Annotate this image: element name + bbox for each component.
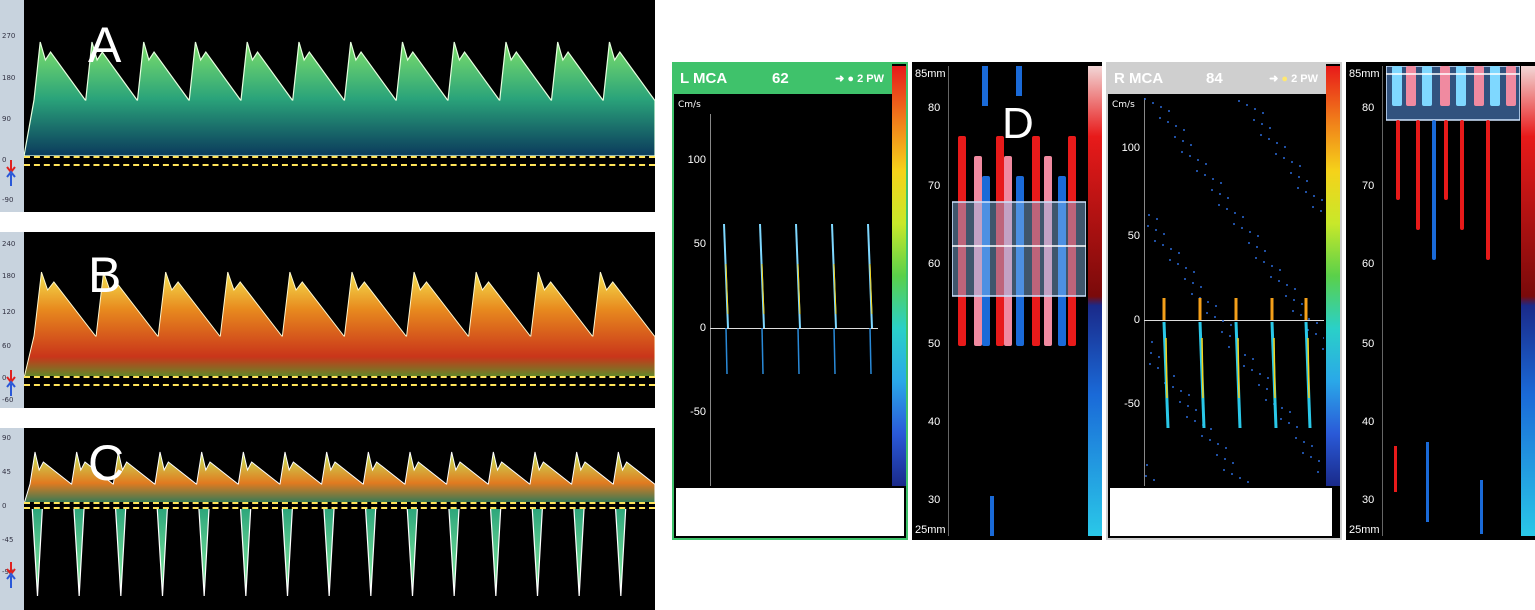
depth-axis — [948, 66, 949, 536]
tick: 0 — [1133, 314, 1140, 326]
tick: -90 — [2, 196, 14, 204]
depth-bottom: 25mm — [915, 524, 946, 536]
vessel-name: R MCA — [1114, 70, 1164, 87]
tick: 100 — [687, 154, 706, 166]
depth-value: 84 — [1206, 70, 1223, 87]
baseline — [24, 502, 655, 509]
tick: 80 — [1362, 102, 1375, 114]
depth-top: 85mm — [915, 68, 946, 80]
velocity-unit: Cm/s — [1112, 100, 1135, 110]
spectral-panel-a: 270 180 90 0 -90 A — [0, 0, 655, 212]
direction-arrow-icon — [6, 370, 16, 396]
tick: 0 — [2, 502, 7, 510]
velocity-colorbar — [892, 66, 906, 486]
tick: -90 — [2, 568, 14, 576]
tick: 270 — [2, 32, 16, 40]
mode-text: 2 PW — [1291, 73, 1318, 85]
spectral-panel-b: 240 180 120 60 0 -60 B — [0, 232, 655, 408]
tick: -45 — [2, 536, 14, 544]
panel-label-d: D — [1002, 99, 1034, 148]
tick: 60 — [1362, 258, 1375, 270]
spectral-waveform-b — [24, 271, 655, 379]
tick: -50 — [690, 406, 706, 418]
direction-arrow-icon — [6, 160, 16, 186]
r-mca-header: R MCA 84 ➜ ● 2 PW — [1108, 64, 1326, 94]
direction-arrow-icon — [6, 562, 16, 588]
tick: 50 — [928, 338, 941, 350]
tick: 240 — [2, 240, 16, 248]
flow-colorbar — [1088, 66, 1102, 536]
velocity-colorbar — [1326, 66, 1340, 486]
tick: 100 — [1121, 142, 1140, 154]
baseline — [710, 328, 878, 329]
tick: 45 — [2, 468, 11, 476]
velocity-unit: Cm/s — [678, 100, 701, 110]
depth-bottom: 25mm — [1349, 524, 1380, 536]
velocity-axis-a: 270 180 90 0 -90 — [0, 0, 24, 212]
notes-area — [676, 488, 904, 536]
tick: 60 — [2, 342, 11, 350]
tick: 180 — [2, 74, 16, 82]
tick: 50 — [1362, 338, 1375, 350]
r-mmode-panel: 85mm 80 70 60 50 40 30 25mm — [1346, 62, 1535, 540]
baseline — [24, 156, 655, 166]
panel-label-a: A — [88, 17, 122, 73]
velocity-axis — [710, 114, 711, 486]
tick: 90 — [2, 115, 11, 123]
velocity-axis-c: 90 45 0 -45 -90 — [0, 428, 24, 610]
mode-label: ➜ ● 2 PW — [835, 73, 884, 85]
mode-text: 2 PW — [857, 73, 884, 85]
l-mca-header: L MCA 62 ➜ ● 2 PW — [674, 64, 892, 94]
tick: 70 — [1362, 180, 1375, 192]
tick: 40 — [1362, 416, 1375, 428]
depth-top: 85mm — [1349, 68, 1380, 80]
velocity-axis — [1144, 98, 1145, 486]
tick: 0 — [699, 322, 706, 334]
tick: 0 — [2, 374, 7, 382]
vessel-name: L MCA — [680, 70, 728, 87]
panel-label-c: C — [88, 435, 125, 491]
tick: 50 — [693, 238, 706, 250]
spectral-waveform-a — [24, 41, 655, 157]
r-mmode-flow-bands — [1386, 66, 1520, 534]
spectral-panel-c: 90 45 0 -45 -90 C — [0, 428, 655, 610]
tick: 50 — [1127, 230, 1140, 242]
tick: 60 — [928, 258, 941, 270]
mode-label: ➜ ● 2 PW — [1269, 73, 1318, 85]
baseline — [24, 376, 655, 386]
tick: 120 — [2, 308, 16, 316]
flow-colorbar — [1521, 66, 1535, 536]
l-mca-doppler-spikes — [723, 223, 873, 375]
tick: 90 — [2, 434, 11, 442]
velocity-axis-b: 240 180 120 60 0 -60 — [0, 232, 24, 408]
depth-value: 62 — [772, 70, 789, 87]
tick: 30 — [1362, 494, 1375, 506]
r-mca-doppler-spikes — [1144, 98, 1324, 483]
l-mmode-panel: 85mm 80 70 60 50 40 30 25mm D — [912, 62, 1102, 540]
depth-axis — [1382, 66, 1383, 536]
tick: -50 — [1124, 398, 1140, 410]
tick: 80 — [928, 102, 941, 114]
panel-label-b: B — [88, 247, 122, 303]
tick: 0 — [2, 156, 7, 164]
r-mca-spectrum-panel: R MCA 84 ➜ ● 2 PW Cm/s 100 50 0 -50 — [1106, 62, 1342, 540]
spectral-waveform-c — [24, 451, 655, 597]
tick: 180 — [2, 272, 16, 280]
tick: 30 — [928, 494, 941, 506]
tick: 40 — [928, 416, 941, 428]
notes-area — [1110, 488, 1332, 536]
tick: 70 — [928, 180, 941, 192]
l-mmode-flow-bands — [952, 66, 1086, 536]
l-mca-spectrum-panel: L MCA 62 ➜ ● 2 PW Cm/s 100 50 0 -50 — [672, 62, 908, 540]
tick: -60 — [2, 396, 14, 404]
baseline — [1144, 320, 1324, 321]
